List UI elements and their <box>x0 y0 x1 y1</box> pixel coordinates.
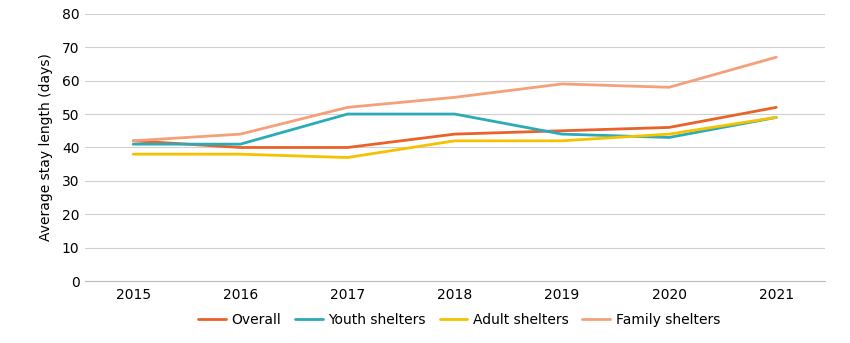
Overall <box>128 139 139 143</box>
Overall <box>664 126 674 130</box>
Adult shelters <box>235 152 246 156</box>
Adult shelters <box>128 152 139 156</box>
Youth shelters <box>771 115 781 119</box>
Line: Youth shelters: Youth shelters <box>133 114 776 144</box>
Family shelters <box>450 95 460 99</box>
Adult shelters <box>450 139 460 143</box>
Youth shelters <box>343 112 353 116</box>
Youth shelters <box>450 112 460 116</box>
Adult shelters <box>664 132 674 136</box>
Overall <box>450 132 460 136</box>
Line: Overall: Overall <box>133 107 776 147</box>
Family shelters <box>557 82 567 86</box>
Family shelters <box>771 55 781 59</box>
Family shelters <box>664 85 674 89</box>
Adult shelters <box>343 155 353 159</box>
Y-axis label: Average stay length (days): Average stay length (days) <box>39 54 54 241</box>
Youth shelters <box>235 142 246 146</box>
Line: Family shelters: Family shelters <box>133 57 776 141</box>
Family shelters <box>128 139 139 143</box>
Youth shelters <box>557 132 567 136</box>
Adult shelters <box>771 115 781 119</box>
Overall <box>557 129 567 133</box>
Family shelters <box>235 132 246 136</box>
Youth shelters <box>128 142 139 146</box>
Overall <box>771 105 781 109</box>
Overall <box>235 145 246 150</box>
Adult shelters <box>557 139 567 143</box>
Line: Adult shelters: Adult shelters <box>133 117 776 157</box>
Family shelters <box>343 105 353 109</box>
Youth shelters <box>664 135 674 140</box>
Overall <box>343 145 353 150</box>
Legend: Overall, Youth shelters, Adult shelters, Family shelters: Overall, Youth shelters, Adult shelters,… <box>192 308 726 333</box>
